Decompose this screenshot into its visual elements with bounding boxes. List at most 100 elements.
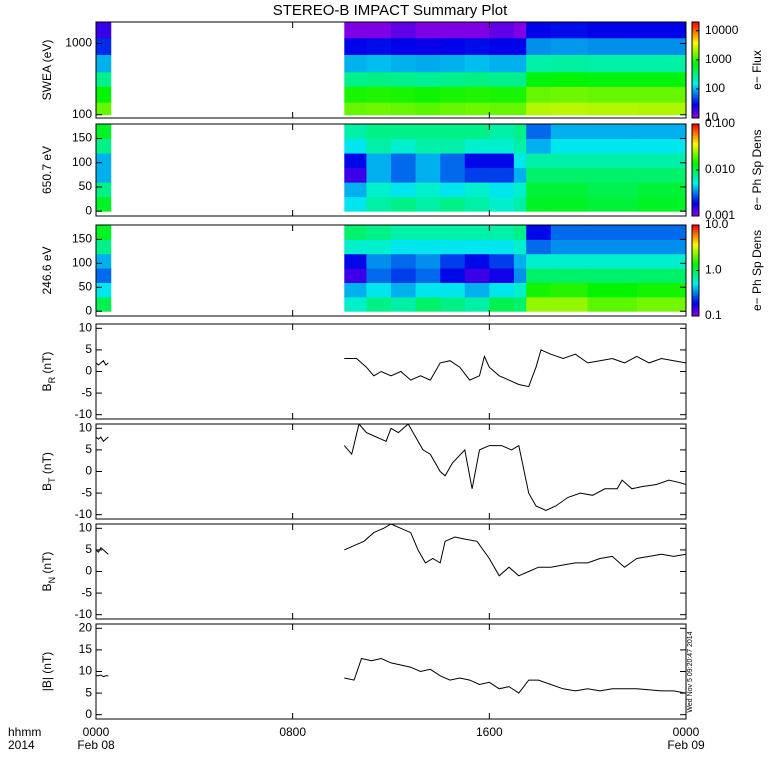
colorbar-segment xyxy=(692,50,699,54)
heatmap-cell xyxy=(636,37,687,55)
heatmap-cell xyxy=(344,37,367,55)
heatmap-cell xyxy=(489,37,515,55)
heatmap-cell xyxy=(96,37,112,55)
panel-frame xyxy=(95,21,687,119)
colorbar-segment xyxy=(692,270,699,274)
y-tick-label: 50 xyxy=(79,279,93,293)
heatmap-cell xyxy=(526,37,552,55)
heatmap-cell xyxy=(391,153,417,169)
y-tick-label: 10 xyxy=(79,420,93,434)
heatmap-cell xyxy=(366,71,392,87)
heatmap-cell xyxy=(391,196,417,212)
heatmap-cell xyxy=(415,196,441,212)
heatmap-cell xyxy=(391,102,417,116)
colorbar-segment xyxy=(692,110,699,114)
heatmap-cell xyxy=(587,167,638,183)
heatmap-cell xyxy=(366,196,392,212)
heatmap-cell xyxy=(587,124,638,140)
heatmap-cell xyxy=(391,282,417,298)
heatmap-cell xyxy=(550,37,589,55)
heatmap-cell xyxy=(636,182,687,198)
y-label-unit: (nT) xyxy=(40,352,54,377)
y-tick-label: 10 xyxy=(79,520,93,534)
heatmap-cell xyxy=(344,86,367,103)
colorbar-segment xyxy=(692,31,699,35)
panel-frame xyxy=(95,123,687,217)
heatmap-cell xyxy=(440,153,466,169)
colorbar-segment xyxy=(692,163,699,166)
colorbar-segment xyxy=(692,103,699,107)
heatmap-cell xyxy=(636,225,687,240)
heatmap-cell xyxy=(636,86,687,103)
x-tick-label: 0800 xyxy=(279,725,306,739)
heatmap-cell xyxy=(513,182,527,198)
colorbar-tick-label: 0.010 xyxy=(705,162,735,176)
heatmap-cell xyxy=(464,71,490,87)
x-row-label: hhmm xyxy=(8,725,41,739)
heatmap-cell xyxy=(415,296,441,312)
colorbar-segment xyxy=(692,197,699,201)
heatmap-cell xyxy=(550,167,589,183)
heatmap-cell xyxy=(366,86,392,103)
heatmap-cell xyxy=(550,282,589,298)
heatmap-cell xyxy=(489,296,515,312)
y-label-unit: (nT) xyxy=(40,452,54,477)
colorbar-segment xyxy=(692,41,699,45)
heatmap-cell xyxy=(464,182,490,198)
heatmap-cell xyxy=(391,239,417,255)
heatmap-cell xyxy=(440,86,466,103)
plot-title: STEREO-B IMPACT Summary Plot xyxy=(273,2,508,19)
y-tick-label: -5 xyxy=(81,485,92,499)
colorbar-segment xyxy=(692,275,699,278)
heatmap-cell xyxy=(587,71,638,87)
y-label-subscript: N xyxy=(47,577,57,584)
y-axis-label: BR (nT) xyxy=(40,352,57,392)
heatmap-cell xyxy=(587,268,638,283)
heatmap-cell xyxy=(526,54,552,73)
heatmap-cell xyxy=(513,138,527,154)
colorbar-segment xyxy=(692,288,699,292)
y-tick-label: -5 xyxy=(81,385,92,399)
colorbar-segment xyxy=(692,147,699,150)
heatmap-cell xyxy=(464,153,490,169)
heatmap-cell xyxy=(636,296,687,312)
heatmap-cell xyxy=(526,296,552,312)
colorbar-segment xyxy=(692,252,699,256)
heatmap-cell xyxy=(636,253,687,269)
heatmap-cell xyxy=(636,153,687,169)
colorbar-segment xyxy=(692,167,699,171)
colorbar-segment xyxy=(692,183,699,187)
colorbar-segment xyxy=(692,211,699,215)
panel-frame xyxy=(95,323,687,420)
colorbar-segment xyxy=(692,202,699,205)
colorbar-segment xyxy=(692,199,699,203)
y-tick-label: -10 xyxy=(75,607,93,621)
colorbar-segment xyxy=(692,22,699,25)
heatmap-cell xyxy=(464,225,490,240)
heatmap-cell xyxy=(513,167,527,183)
heatmap-cell xyxy=(526,253,552,269)
heatmap-cell xyxy=(440,124,466,140)
colorbar-segment xyxy=(692,106,699,109)
colorbar-segment xyxy=(692,195,699,199)
heatmap-cell xyxy=(636,167,687,183)
heatmap-cell xyxy=(526,225,552,240)
colorbar-segment xyxy=(692,304,699,308)
colorbar-segment xyxy=(692,256,699,260)
colorbar-segment xyxy=(692,213,699,217)
heatmap-cell xyxy=(636,22,687,39)
heatmap-cell xyxy=(391,22,417,39)
colorbar-segment xyxy=(692,281,699,285)
colorbar-segment xyxy=(692,24,699,28)
heatmap-cell xyxy=(587,54,638,73)
heatmap-cell xyxy=(344,22,367,39)
heatmap-cell xyxy=(96,138,112,154)
colorbar-segment xyxy=(692,153,699,157)
colorbar-segment xyxy=(692,70,699,73)
heatmap-cell xyxy=(366,102,392,116)
colorbar-segment xyxy=(692,181,699,185)
heatmap-cell xyxy=(587,296,638,312)
y-tick-label: 5 xyxy=(85,442,92,456)
colorbar-segment xyxy=(692,206,699,210)
